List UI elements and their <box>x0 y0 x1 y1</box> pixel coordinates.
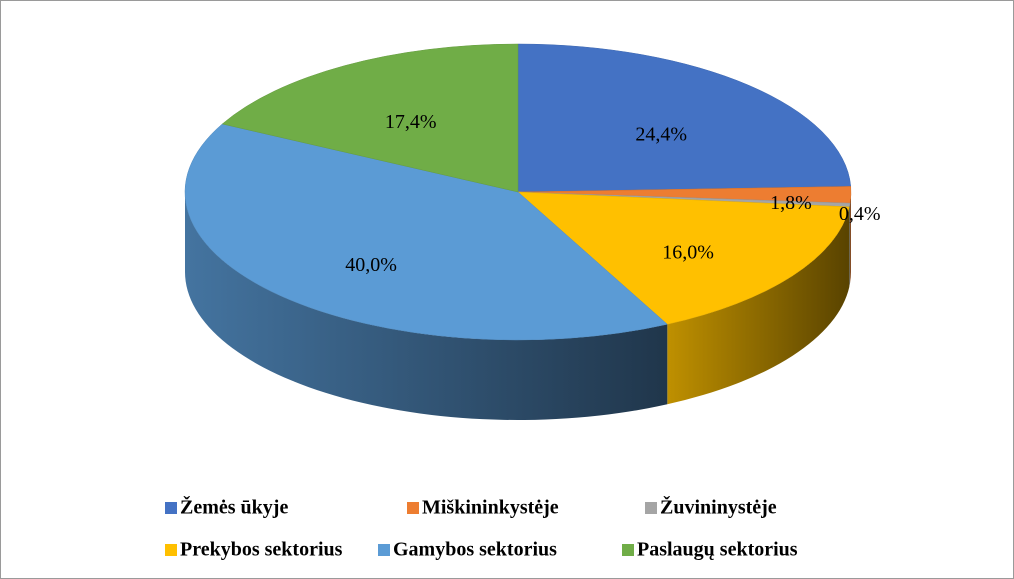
legend-label: Žuvininystėje <box>660 495 777 519</box>
legend-swatch <box>645 502 657 514</box>
data-label: 24,4% <box>635 123 687 145</box>
legend-swatch <box>165 502 177 514</box>
data-label: 1,8% <box>770 192 812 214</box>
slice <box>221 43 519 193</box>
slice <box>517 43 852 193</box>
slice-side <box>850 192 851 284</box>
slice-side <box>849 203 851 287</box>
legend-swatch <box>407 502 419 514</box>
slice-side <box>185 192 668 420</box>
legend-label: Paslaugų sektorius <box>637 539 798 561</box>
data-label: 17,4% <box>385 111 437 133</box>
legend-label: Žemės ūkyje <box>180 495 288 519</box>
slice <box>517 191 850 325</box>
data-label: 40,0% <box>345 254 397 276</box>
legend-label: Miškininkystėje <box>422 497 559 519</box>
data-label: 0,4% <box>839 203 881 225</box>
data-label: 16,0% <box>662 242 714 264</box>
legend-swatch <box>622 544 634 556</box>
legend-label: Prekybos sektorius <box>180 539 343 561</box>
legend-swatch <box>378 544 390 556</box>
slice <box>184 123 668 341</box>
slice-side <box>667 206 850 405</box>
legend-swatch <box>165 544 177 556</box>
legend-label: Gamybos sektorius <box>393 539 557 561</box>
